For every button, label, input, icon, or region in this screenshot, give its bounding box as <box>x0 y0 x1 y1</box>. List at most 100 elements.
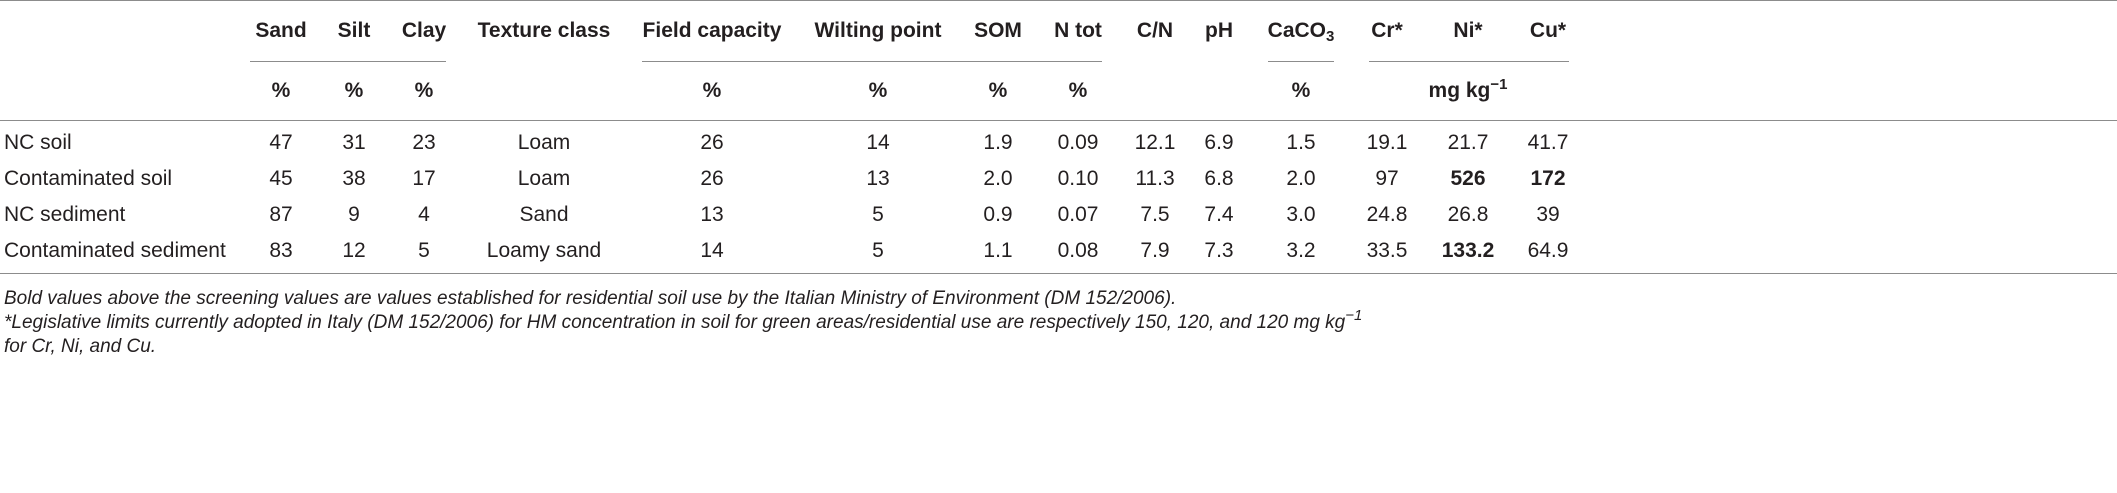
unit-n-tot: % <box>1068 79 1088 102</box>
cell-cr: 33.5 <box>1366 239 1408 262</box>
unit-metals-main: mg kg <box>1428 79 1491 102</box>
cell-cu: 39 <box>1536 203 1560 226</box>
cell-ni: 26.8 <box>1447 203 1489 226</box>
unit-field-capacity: % <box>702 79 722 102</box>
group-rule-metals <box>1369 61 1569 62</box>
cell-ph: 7.3 <box>1204 239 1234 262</box>
unit-wilting-point: % <box>868 79 888 102</box>
row-label: Contaminated sediment <box>4 239 226 262</box>
cell-cn: 7.5 <box>1140 203 1170 226</box>
cell-field-capacity: 26 <box>700 167 724 190</box>
cell-clay: 5 <box>418 239 430 262</box>
col-header-som: SOM <box>974 19 1022 42</box>
cell-clay: 17 <box>412 167 436 190</box>
footnote-legislative-limits: *Legislative limits currently adopted in… <box>4 308 2104 334</box>
cell-wilting-point: 13 <box>866 167 890 190</box>
cell-cn: 12.1 <box>1134 131 1176 154</box>
units-row: % % % % % % % % mg kg−1 <box>0 76 2117 105</box>
cell-ni: 133.2 <box>1441 239 1495 262</box>
row-label: Contaminated soil <box>4 167 173 190</box>
col-header-cr: Cr* <box>1371 19 1403 42</box>
cell-field-capacity: 26 <box>700 131 724 154</box>
cell-som: 0.9 <box>983 203 1013 226</box>
col-header-sand: Sand <box>255 19 307 42</box>
cell-n-tot: 0.08 <box>1057 239 1099 262</box>
unit-som: % <box>988 79 1008 102</box>
cell-sand: 87 <box>269 203 293 226</box>
cell-sand: 83 <box>269 239 293 262</box>
col-header-clay: Clay <box>401 19 447 42</box>
col-header-field-capacity: Field capacity <box>642 19 782 42</box>
unit-caco3: % <box>1291 79 1311 102</box>
row-label: NC soil <box>4 131 72 154</box>
cell-texture: Loamy sand <box>486 239 602 262</box>
cell-ph: 6.8 <box>1204 167 1234 190</box>
unit-sand: % <box>271 79 291 102</box>
unit-metals-superscript: −1 <box>1490 76 1508 93</box>
col-header-silt: Silt <box>337 19 371 42</box>
cell-n-tot: 0.10 <box>1057 167 1099 190</box>
cell-silt: 12 <box>342 239 366 262</box>
col-header-caco3: CaCO3 <box>1267 19 1335 45</box>
group-rule-texture <box>250 61 446 62</box>
cell-ni: 21.7 <box>1447 131 1489 154</box>
col-header-cu: Cu* <box>1529 19 1567 42</box>
cell-ni: 526 <box>1450 167 1486 190</box>
cell-silt: 31 <box>342 131 366 154</box>
cell-cn: 11.3 <box>1135 167 1175 190</box>
col-header-ph: pH <box>1205 19 1233 42</box>
cell-wilting-point: 5 <box>872 239 884 262</box>
table-row: Contaminated soil 45 38 17 Loam 26 13 2.0 0.10 11… <box>0 167 2117 193</box>
table-top-rule <box>0 0 2117 1</box>
cell-caco3: 3.0 <box>1286 203 1316 226</box>
cell-caco3: 2.0 <box>1286 167 1316 190</box>
cell-texture: Sand <box>519 203 569 226</box>
unit-silt: % <box>344 79 364 102</box>
caco3-subscript: 3 <box>1326 28 1335 45</box>
group-rule-caco3 <box>1268 61 1334 62</box>
table-row: NC soil 47 31 23 Loam 26 14 1.9 0.09 12.1 6.9 1.5 19… <box>0 131 2117 157</box>
footnote-legislative-superscript: −1 <box>1345 307 1363 324</box>
cell-wilting-point: 14 <box>866 131 890 154</box>
col-header-ni: Ni* <box>1453 19 1483 42</box>
cell-caco3: 1.5 <box>1286 131 1316 154</box>
cell-cr: 24.8 <box>1366 203 1408 226</box>
cell-som: 1.9 <box>983 131 1013 154</box>
cell-caco3: 3.2 <box>1286 239 1316 262</box>
cell-silt: 38 <box>342 167 366 190</box>
footnote-bold-values: Bold values above the screening values a… <box>4 288 1177 309</box>
cell-wilting-point: 5 <box>872 203 884 226</box>
cell-som: 1.1 <box>983 239 1013 262</box>
cell-field-capacity: 13 <box>700 203 724 226</box>
footnote-legislative-main: *Legislative limits currently adopted in… <box>4 312 1346 333</box>
table-row: Contaminated sediment 83 12 5 Loamy sand 14 5 1… <box>0 239 2117 265</box>
cell-ph: 6.9 <box>1204 131 1234 154</box>
table-bottom-rule <box>0 273 2117 274</box>
cell-cu: 41.7 <box>1527 131 1569 154</box>
group-rule-water-nutrients <box>642 61 1102 62</box>
header-bottom-rule <box>0 120 2117 121</box>
cell-cr: 19.1 <box>1366 131 1408 154</box>
col-header-cn: C/N <box>1136 19 1174 42</box>
cell-texture: Loam <box>517 167 571 190</box>
header-row: Sand Silt Clay Texture class Field capac… <box>0 19 2117 45</box>
cell-texture: Loam <box>517 131 571 154</box>
unit-clay: % <box>414 79 434 102</box>
col-header-n-tot: N tot <box>1054 19 1102 42</box>
cell-cu: 172 <box>1530 167 1566 190</box>
table-row: NC sediment 87 9 4 Sand 13 5 0.9 0.07 7.5 7.4 3.0 24… <box>0 203 2117 229</box>
col-header-texture-class: Texture class <box>477 19 611 42</box>
cell-ph: 7.4 <box>1204 203 1234 226</box>
cell-cr: 97 <box>1375 167 1399 190</box>
cell-sand: 47 <box>269 131 293 154</box>
cell-cu: 64.9 <box>1527 239 1569 262</box>
cell-silt: 9 <box>348 203 360 226</box>
cell-clay: 23 <box>412 131 436 154</box>
cell-n-tot: 0.07 <box>1057 203 1099 226</box>
caco3-main: CaCO <box>1267 19 1327 42</box>
cell-som: 2.0 <box>983 167 1013 190</box>
cell-field-capacity: 14 <box>700 239 724 262</box>
col-header-wilting-point: Wilting point <box>814 19 942 42</box>
unit-metals: mg kg−1 <box>1428 76 1508 103</box>
cell-cn: 7.9 <box>1140 239 1170 262</box>
